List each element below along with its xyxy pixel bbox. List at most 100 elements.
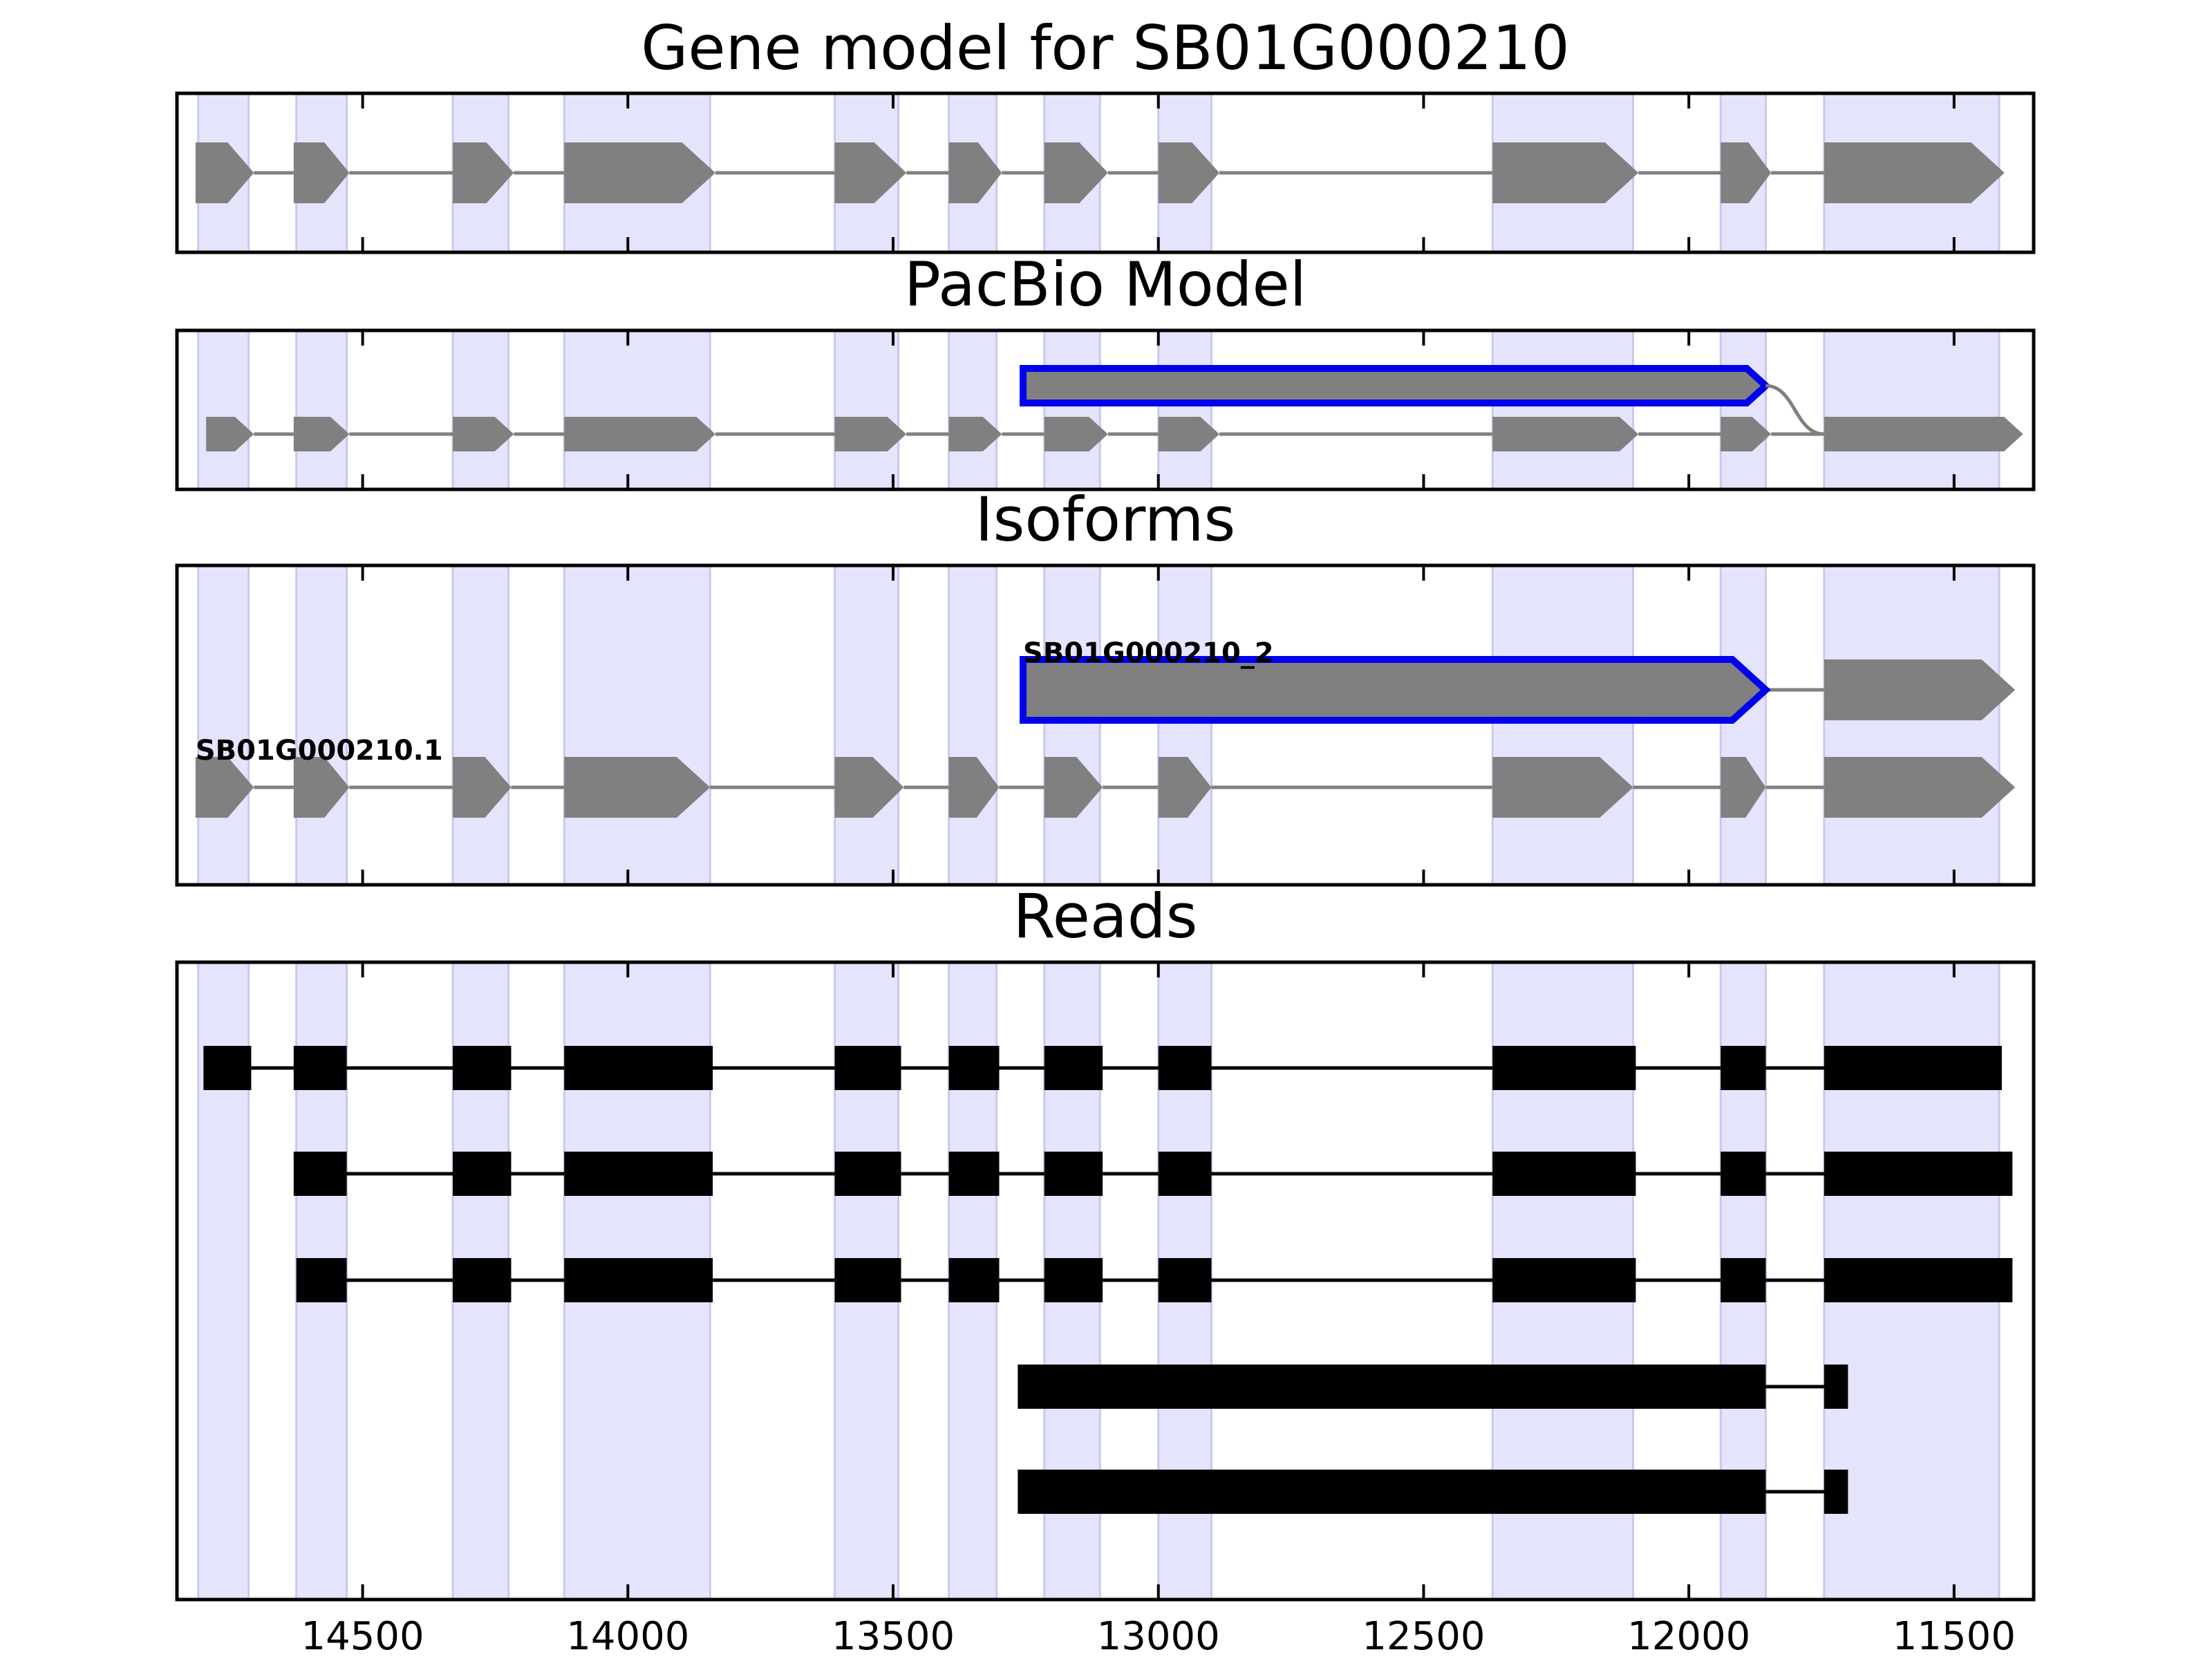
read-exon	[1018, 1365, 1766, 1409]
x-tick-label: 13000	[1097, 1614, 1220, 1659]
exon-arrow	[1158, 757, 1212, 818]
isoform-label: SB01G000210_2	[1023, 637, 1274, 669]
panel-title: Gene model for SB01G000210	[641, 12, 1570, 84]
exon-band	[1823, 564, 2000, 886]
exon-arrow	[1158, 417, 1219, 451]
panel-title: PacBio Model	[904, 249, 1306, 320]
panel-2: Isoforms SB01G000210.1 SB01G000210_2	[175, 484, 2036, 887]
exon-band	[948, 564, 998, 886]
exon-arrow	[1824, 659, 2016, 720]
read-exon	[948, 1152, 1000, 1196]
panel-frame	[175, 328, 2036, 491]
x-tick-label: 12500	[1362, 1614, 1485, 1659]
read-exon	[453, 1258, 512, 1302]
exon-arrow	[453, 757, 512, 818]
x-tick-label: 13500	[832, 1614, 955, 1659]
panel-frame	[175, 563, 2036, 887]
panel-title: Isoforms	[975, 484, 1236, 555]
panel-frame	[175, 91, 2036, 254]
exon-band	[1157, 564, 1212, 886]
read-track	[203, 1046, 2002, 1090]
exon-band	[197, 564, 250, 886]
read-exon	[1158, 1258, 1212, 1302]
x-tick-label: 12000	[1627, 1614, 1750, 1659]
x-tick-label: 11500	[1893, 1614, 2016, 1659]
read-exon	[1721, 1046, 1766, 1090]
connector-curve	[1765, 384, 1825, 436]
read-exon	[293, 1046, 347, 1090]
exon-band	[563, 564, 711, 886]
exon-arrow	[1044, 757, 1103, 818]
exon-band	[1157, 329, 1212, 491]
exon-arrow	[1492, 757, 1633, 818]
x-tick-label: 14500	[301, 1614, 424, 1659]
read-exon	[948, 1046, 1000, 1090]
read-exon	[1492, 1046, 1636, 1090]
read-exon	[1018, 1470, 1766, 1514]
panel-0: Gene model for SB01G000210	[175, 12, 2036, 254]
panel-3: Reads 14500 14000 13500 13000 12500 12000 11500	[175, 881, 2036, 1659]
highlighted-exon	[1020, 656, 1771, 724]
exon-arrow	[293, 417, 350, 451]
read-exon	[834, 1258, 901, 1302]
read-exon	[1492, 1258, 1636, 1302]
transcript-track: SB01G000210.1	[195, 735, 2016, 818]
read-exon	[1158, 1046, 1212, 1090]
exon-band	[295, 329, 348, 491]
exon-arrow	[1721, 417, 1772, 451]
panel-frame	[175, 960, 2036, 1602]
exon-arrow	[1158, 142, 1219, 203]
read-exon	[564, 1046, 713, 1090]
read-exon	[834, 1046, 901, 1090]
read-track	[1018, 1470, 1848, 1514]
exon-arrow	[1044, 142, 1108, 203]
transcript-track: SB01G000210_2	[1020, 637, 2016, 724]
exon-arrow	[293, 142, 350, 203]
exon-arrow	[1492, 417, 1639, 451]
read-exon	[1824, 1152, 2013, 1196]
highlighted-exon	[1020, 365, 1771, 406]
read-exon	[203, 1046, 252, 1090]
exon-arrow	[1721, 142, 1772, 203]
read-exon	[1721, 1258, 1766, 1302]
exon-arrow	[564, 142, 715, 203]
exon-arrow	[834, 142, 907, 203]
exon-band	[1043, 329, 1101, 491]
read-exon	[1044, 1258, 1103, 1302]
read-exon	[564, 1152, 713, 1196]
exon-arrow	[453, 142, 514, 203]
exon-arrow	[1824, 417, 2023, 451]
read-exon	[1721, 1152, 1766, 1196]
read-exon	[948, 1258, 1000, 1302]
panel-1: PacBio Model	[175, 249, 2036, 491]
exon-band	[563, 329, 711, 491]
exon-band	[948, 329, 998, 491]
read-exon	[834, 1152, 901, 1196]
transcript-track	[1020, 365, 1825, 436]
exon-arrow	[195, 142, 254, 203]
transcript-track	[195, 142, 2005, 203]
read-exon	[1158, 1152, 1212, 1196]
exon-arrow	[195, 757, 254, 818]
exon-arrow	[948, 757, 1000, 818]
exon-band	[834, 329, 900, 491]
exon-arrow	[1044, 417, 1108, 451]
read-exon	[1044, 1152, 1103, 1196]
exon-band	[834, 564, 900, 886]
exon-band	[451, 329, 510, 491]
read-exon	[453, 1046, 512, 1090]
exon-arrow	[1824, 757, 2016, 818]
exon-arrow	[834, 417, 907, 451]
exon-band	[1719, 329, 1767, 491]
read-track	[296, 1258, 2013, 1302]
transcript-track	[206, 417, 2023, 451]
exon-arrow	[206, 417, 254, 451]
read-exon	[1044, 1046, 1103, 1090]
exon-band	[295, 564, 348, 886]
exon-arrow	[948, 417, 1002, 451]
exon-arrow	[293, 757, 350, 818]
exon-arrow	[564, 417, 715, 451]
exon-arrow	[834, 757, 904, 818]
exon-arrow	[948, 142, 1002, 203]
